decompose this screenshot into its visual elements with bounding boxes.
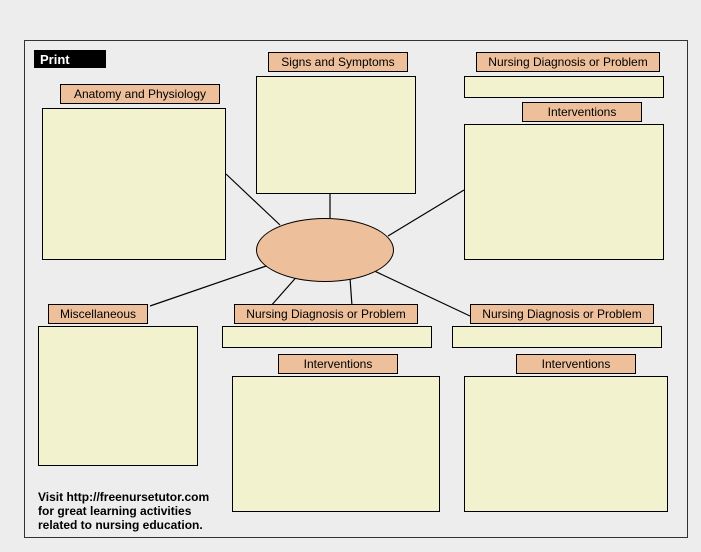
label-interventions-mid: Interventions [278,354,398,374]
label-interventions-top: Interventions [522,102,642,122]
label-interventions-right: Interventions [516,354,636,374]
narrow-box-top-right [464,76,664,98]
diagram-canvas: Print Anatomy and Physiology Signs and S… [0,0,701,552]
print-label: Print [40,52,70,67]
label-signs-symptoms: Signs and Symptoms [268,52,408,72]
box-signs [256,76,416,194]
central-oval [256,218,394,282]
footer-line1: Visit http://freenursetutor.com [38,490,209,504]
box-top-right [464,124,664,260]
label-diagnosis-top: Nursing Diagnosis or Problem [476,52,660,72]
label-miscellaneous: Miscellaneous [48,304,148,324]
box-misc [38,326,198,466]
footer-text: Visit http://freenursetutor.com for grea… [38,490,209,532]
label-anatomy-physiology: Anatomy and Physiology [60,84,220,104]
narrow-box-mid [222,326,432,348]
print-button[interactable]: Print [34,50,106,68]
label-diagnosis-right: Nursing Diagnosis or Problem [470,304,654,324]
footer-line3: related to nursing education. [38,518,209,532]
box-right-bottom [464,376,668,512]
label-diagnosis-mid: Nursing Diagnosis or Problem [234,304,418,324]
box-anatomy [42,108,226,260]
narrow-box-right [452,326,662,348]
footer-line2: for great learning activities [38,504,209,518]
box-mid-bottom [232,376,440,512]
